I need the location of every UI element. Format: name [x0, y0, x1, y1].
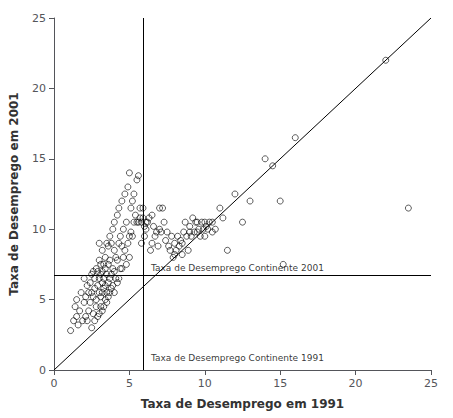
svg-text:10: 10: [32, 223, 46, 236]
svg-text:25: 25: [32, 12, 46, 25]
svg-text:0: 0: [39, 364, 46, 377]
svg-text:25: 25: [424, 377, 438, 390]
svg-text:0: 0: [51, 377, 58, 390]
svg-text:5: 5: [39, 293, 46, 306]
svg-text:Taxa de Desemprego em 1991: Taxa de Desemprego em 1991: [141, 397, 344, 411]
svg-text:Taxa de Desemprego Continente: Taxa de Desemprego Continente 2001: [150, 263, 324, 273]
svg-text:Taxa de Desemprego Continente: Taxa de Desemprego Continente 1991: [150, 353, 324, 363]
svg-text:Taxa de Desemprego em 2001: Taxa de Desemprego em 2001: [7, 92, 21, 295]
svg-text:20: 20: [349, 377, 363, 390]
svg-text:15: 15: [273, 377, 287, 390]
svg-text:15: 15: [32, 152, 46, 165]
svg-text:20: 20: [32, 82, 46, 95]
svg-text:10: 10: [198, 377, 212, 390]
svg-text:5: 5: [126, 377, 133, 390]
